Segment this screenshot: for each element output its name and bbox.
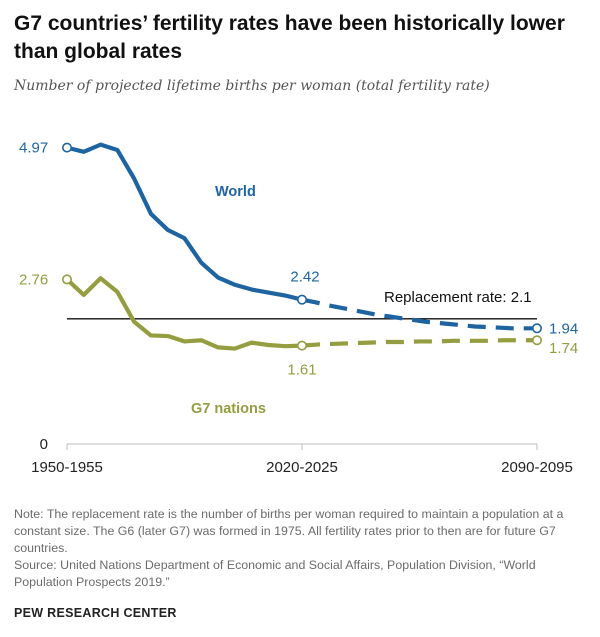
world-marker-end <box>531 323 542 334</box>
g7-end-value-label: 1.74 <box>549 340 578 357</box>
g7-nations-projected-line <box>301 338 537 348</box>
y-tick-label: 0 <box>40 436 48 453</box>
replacement-rate-label: Replacement rate: 2.1 <box>384 289 532 306</box>
fertility-line-chart: 1950-1955 2020-2025 2090-2095 0 Replacement… <box>19 140 578 476</box>
chart-subtitle: Number of projected lifetime births per … <box>14 78 490 94</box>
chart-source: Source: United Nations Department of Eco… <box>14 558 536 589</box>
g7-series-label: G7 nations <box>191 401 266 417</box>
world-marker-projection <box>296 294 307 305</box>
world-projected-line <box>301 297 537 331</box>
g7-start-value-label: 2.76 <box>19 271 48 288</box>
brand-logo-text: PEW RESEARCH CENTER <box>14 606 177 620</box>
chart-title: G7 countries’ fertility rates have been … <box>14 12 565 63</box>
g7-nations-marker-projection <box>296 340 307 351</box>
chart-note-block: Note: The replacement rate is the number… <box>14 506 590 591</box>
g7-nations-historical-line <box>64 276 305 351</box>
world-series-label: World <box>215 184 256 200</box>
world-start-value-label: 4.97 <box>19 140 48 157</box>
world-historical-line <box>64 142 305 302</box>
x-tick-label: 1950-1955 <box>31 459 103 476</box>
world-marker-start <box>61 142 72 153</box>
chart-note: Note: The replacement rate is the number… <box>14 507 564 555</box>
x-tick-label: 2020-2025 <box>266 459 338 476</box>
world-end-value-label: 1.94 <box>549 320 578 337</box>
world-2020-value-label: 2.42 <box>290 269 319 286</box>
g7-nations-marker-end <box>531 335 542 346</box>
g7-nations-marker-start <box>61 274 72 285</box>
g7-2020-value-label: 1.61 <box>287 362 316 379</box>
x-tick-label: 2090-2095 <box>501 459 573 476</box>
